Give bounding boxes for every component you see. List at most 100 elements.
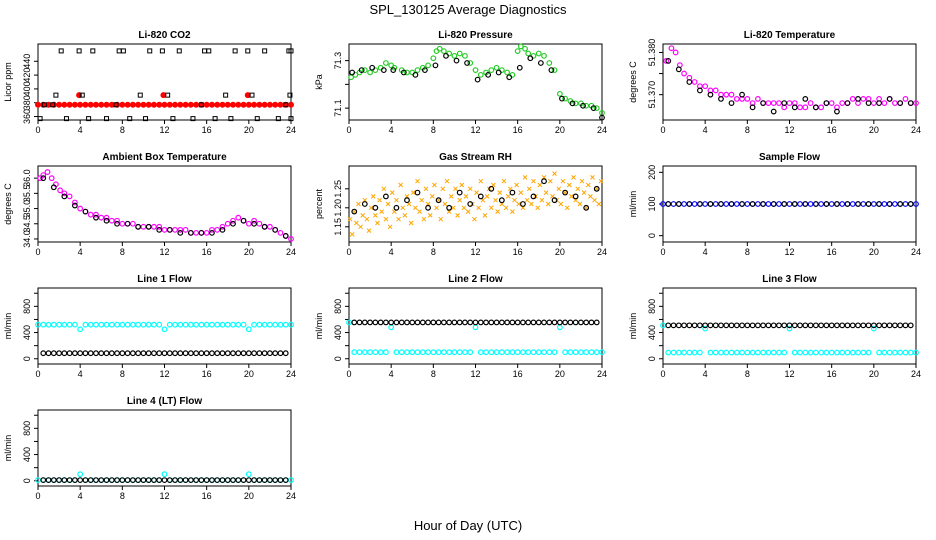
data-point [599, 114, 605, 121]
data-point [477, 71, 484, 78]
data-point [807, 349, 814, 356]
data-point [82, 101, 89, 108]
data-point [240, 477, 247, 484]
data-point [119, 101, 126, 108]
data-point [572, 193, 579, 200]
x-tick-label: 0 [35, 369, 40, 379]
data-point [512, 197, 517, 203]
data-point [56, 321, 62, 328]
data-point [245, 220, 252, 227]
data-point [93, 214, 99, 221]
data-point [744, 95, 751, 102]
x-tick-label: 0 [660, 125, 665, 135]
data-point [723, 91, 730, 98]
data-point [361, 349, 368, 356]
data-point [467, 349, 474, 356]
data-point [151, 350, 157, 357]
data-point [849, 201, 856, 207]
data-point [797, 104, 803, 111]
data-point [410, 190, 416, 195]
data-point [50, 102, 56, 108]
data-point [277, 350, 284, 357]
x-tick-label: 24 [286, 247, 296, 257]
x-tick-label: 16 [513, 125, 523, 135]
x-tick-label: 4 [703, 247, 708, 257]
data-point [61, 350, 68, 357]
data-point [696, 349, 703, 356]
data-point [781, 201, 788, 207]
data-point [87, 321, 94, 328]
data-point [907, 201, 914, 207]
data-point [288, 101, 294, 108]
data-point [288, 477, 294, 484]
plot-frame [348, 287, 603, 365]
y-tick-label: 400 [647, 325, 657, 340]
data-point [61, 477, 68, 484]
data-point [590, 105, 597, 112]
data-point [663, 57, 670, 64]
panel-title: Sample Flow [759, 152, 820, 163]
data-point [398, 182, 404, 188]
data-point [477, 193, 484, 200]
data-point [393, 204, 400, 211]
data-point [140, 477, 147, 484]
y-tick-label: 36.0 [22, 169, 32, 187]
data-point [797, 349, 803, 356]
data-point [135, 477, 142, 484]
data-point [40, 321, 47, 328]
x-tick-label: 20 [244, 491, 254, 501]
data-point [361, 319, 368, 326]
data-point [520, 201, 526, 207]
data-point [556, 324, 563, 331]
data-point [448, 194, 454, 199]
data-point [135, 350, 142, 357]
data-point [691, 349, 698, 356]
data-point [37, 175, 44, 182]
data-point [35, 321, 41, 328]
data-point [546, 319, 553, 326]
data-point [82, 350, 89, 357]
data-point [66, 321, 73, 328]
data-point [467, 201, 474, 207]
data-point [578, 349, 584, 356]
data-point [696, 87, 703, 94]
data-point [172, 226, 178, 233]
x-tick-label: 4 [389, 125, 394, 135]
x-tick-label: 16 [513, 369, 523, 379]
data-point [224, 220, 231, 227]
data-point [477, 319, 484, 326]
data-point [476, 205, 482, 211]
data-point [451, 349, 458, 356]
data-point [245, 101, 252, 108]
data-point [503, 205, 509, 211]
data-point [93, 211, 99, 218]
data-point [707, 349, 714, 356]
data-point [495, 69, 502, 76]
data-point [802, 104, 809, 111]
data-point [749, 322, 756, 329]
data-point [535, 319, 542, 326]
data-point [870, 325, 877, 332]
data-point [760, 201, 767, 207]
data-point [876, 201, 883, 207]
data-point [400, 69, 407, 76]
y-tick-label: 0 [647, 356, 657, 361]
data-point [860, 322, 867, 329]
data-point [48, 175, 55, 182]
data-point [776, 349, 782, 356]
panel-title: Li-820 Pressure [438, 30, 513, 41]
y-tick-label: 51.380 [647, 39, 657, 67]
data-point [261, 350, 268, 357]
data-point [145, 477, 152, 484]
data-point [419, 349, 426, 356]
data-point [256, 321, 263, 328]
data-point [551, 67, 558, 74]
data-point [712, 349, 719, 356]
data-point [765, 100, 772, 107]
data-point [245, 48, 251, 54]
data-point [567, 319, 574, 326]
data-point [119, 477, 126, 484]
data-point [245, 471, 252, 478]
data-point [209, 321, 215, 328]
data-point [57, 187, 64, 194]
